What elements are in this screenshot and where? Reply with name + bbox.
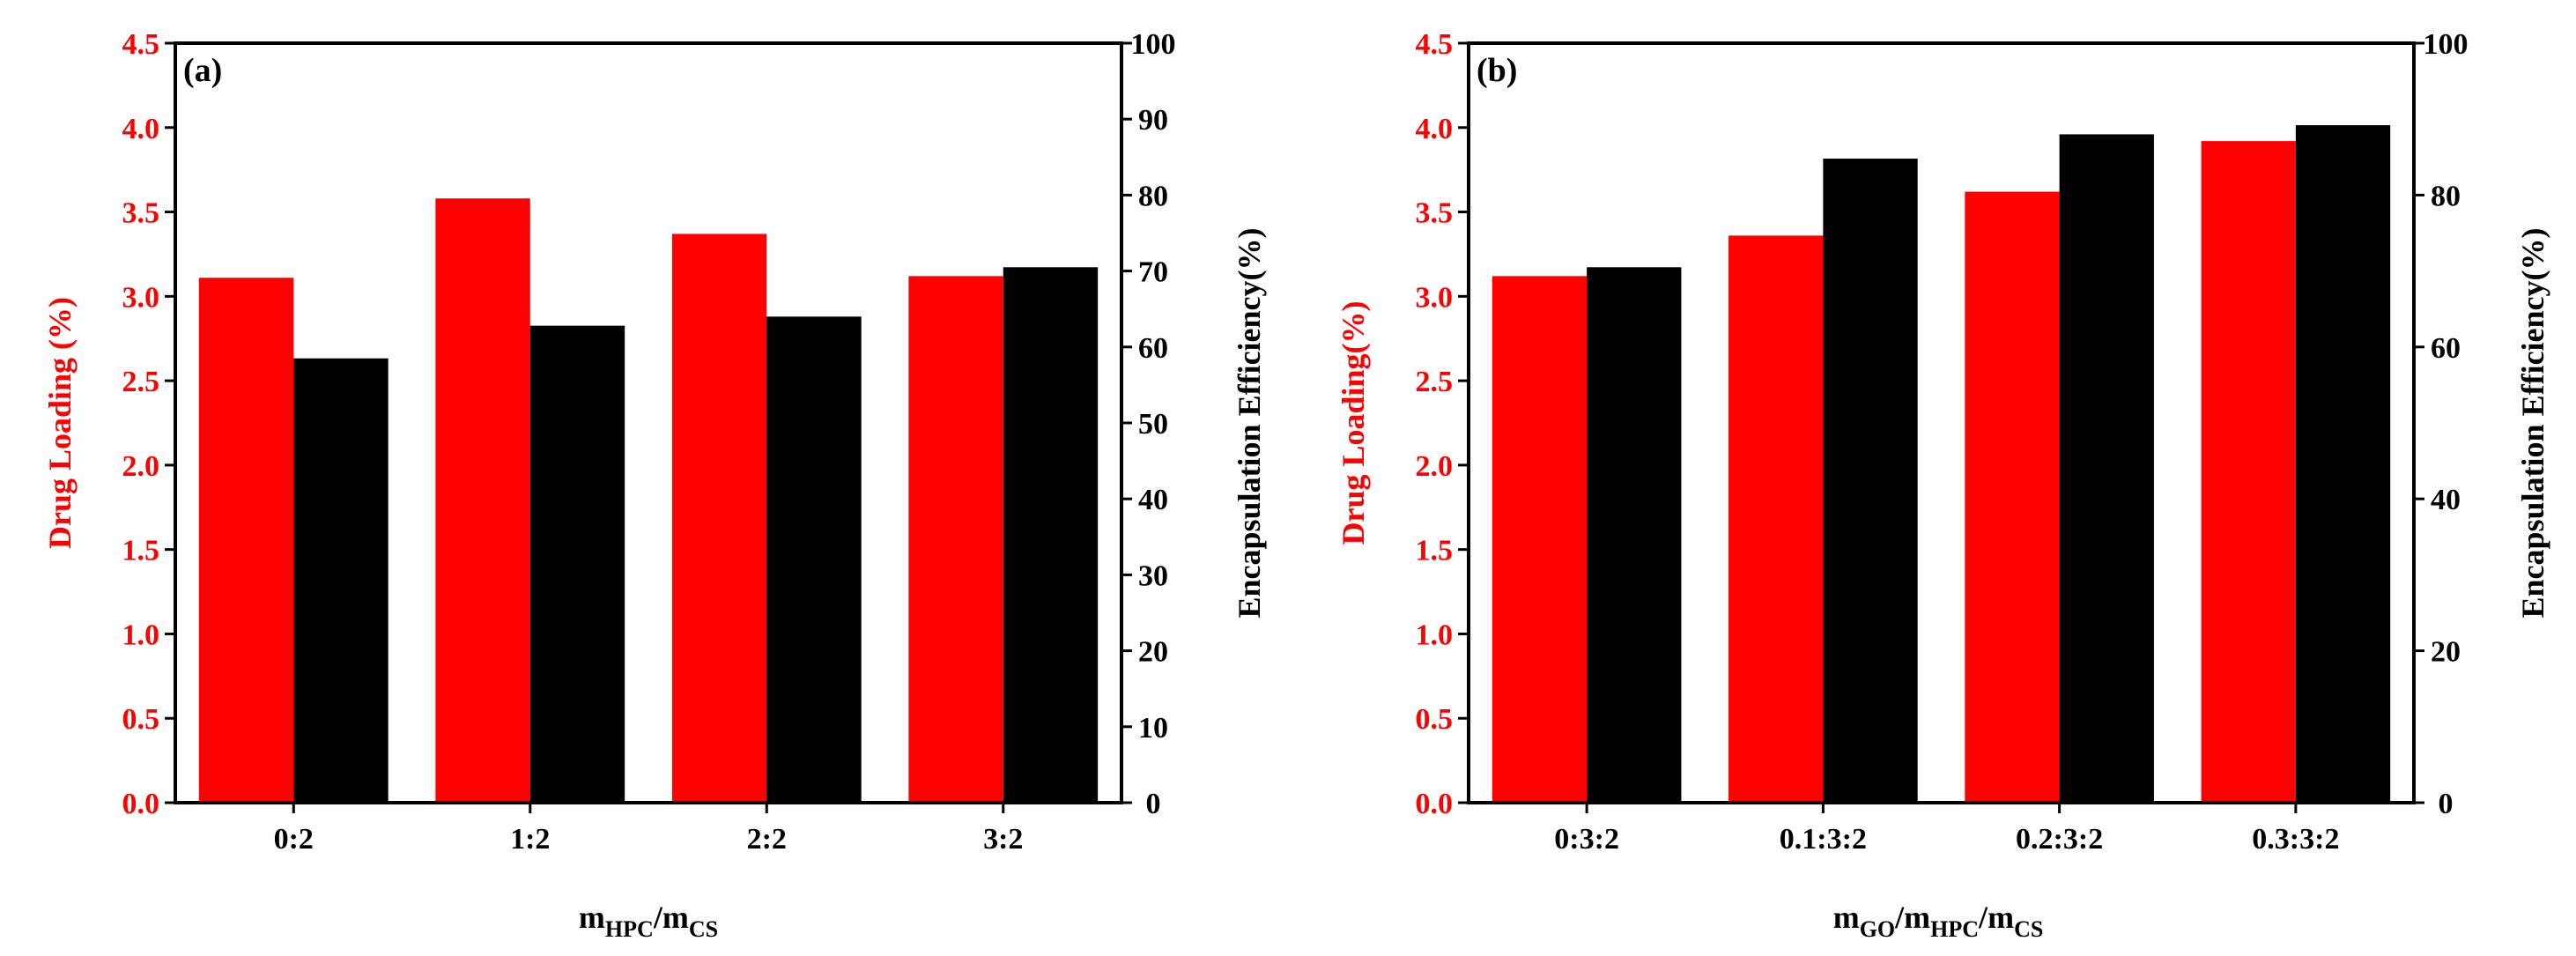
bar-group-b — [1492, 125, 2391, 804]
y-left-tick-label-b-7: 3.5 — [1416, 197, 1454, 230]
x-tick-label-a-0: 0:2 — [274, 823, 314, 856]
bar-encapsulation-a-1 — [529, 325, 625, 803]
bar-drug-loading-b-3 — [2201, 141, 2296, 803]
y-left-tick-label-a-6: 3.0 — [122, 281, 160, 314]
y-right-tick-label-a-0: 0 — [1146, 788, 1161, 820]
bar-encapsulation-b-1 — [1823, 159, 1918, 804]
y-right-tick-label-a-4: 40 — [1138, 484, 1168, 516]
panel-label-a: (a) — [183, 52, 222, 89]
x-tick-label-b-1: 0.1:3:2 — [1780, 823, 1867, 856]
y-axis-right-title-b: Encapsulation Efficiency(%) — [2515, 227, 2550, 618]
y-axis-left-title-a: Drug Loading (%) — [42, 297, 78, 549]
y-right-tick-label-a-3: 30 — [1138, 560, 1168, 592]
y-left-tick-label-a-4: 2.0 — [122, 450, 160, 483]
bar-drug-loading-a-0 — [198, 278, 294, 803]
x-axis-ticks-a: 0:2 1:2 2:2 3:2 — [274, 803, 1023, 856]
y-right-tick-label-b-1: 20 — [2431, 636, 2461, 669]
plot-frame-b — [1467, 41, 2416, 804]
right-axis-ticks-a: 0 10 20 30 40 50 60 70 80 90 100 — [1121, 28, 1176, 820]
x-tick-label-b-0: 0:3:2 — [1554, 823, 1619, 856]
x-axis-title-b: mGO/mHPC/mCS — [1833, 900, 2044, 942]
y-right-tick-label-a-6: 60 — [1138, 332, 1168, 365]
y-left-tick-label-a-2: 1.0 — [122, 619, 160, 651]
y-left-tick-label-b-1: 0.5 — [1416, 703, 1454, 736]
y-left-tick-label-a-1: 0.5 — [122, 703, 160, 736]
bar-drug-loading-a-1 — [435, 198, 530, 804]
y-right-tick-label-a-2: 20 — [1138, 636, 1168, 669]
bar-drug-loading-b-1 — [1728, 235, 1824, 804]
y-left-tick-label-b-0: 0.0 — [1416, 788, 1454, 820]
bar-encapsulation-a-3 — [1003, 267, 1099, 803]
bar-group-a — [198, 198, 1099, 804]
y-left-tick-label-a-5: 2.5 — [122, 366, 160, 398]
x-tick-label-a-3: 3:2 — [983, 823, 1023, 856]
y-right-tick-label-a-10: 100 — [1131, 28, 1176, 61]
x-axis-title-a: mHPC/mCS — [579, 900, 718, 942]
y-right-tick-label-a-9: 90 — [1138, 104, 1168, 137]
bar-drug-loading-b-2 — [1965, 191, 2060, 803]
y-right-tick-label-b-5: 100 — [2424, 28, 2469, 61]
chart-panel-a: 0.0 0.5 1.0 1.5 2.0 2.5 3.0 3.5 4.0 4.5 0 10 20 30 40… — [42, 28, 1267, 942]
bar-drug-loading-a-2 — [671, 233, 767, 803]
bar-encapsulation-b-0 — [1587, 267, 1682, 803]
y-left-tick-label-a-0: 0.0 — [122, 788, 160, 820]
y-left-tick-label-b-6: 3.0 — [1416, 281, 1454, 314]
bar-encapsulation-b-3 — [2295, 125, 2391, 803]
y-right-tick-label-a-8: 80 — [1138, 180, 1168, 212]
right-axis-ticks-b: 0 20 40 60 80 100 — [2414, 28, 2469, 820]
y-right-tick-label-b-3: 60 — [2431, 332, 2461, 365]
y-axis-right-title-a: Encapsulation Efficiency(%) — [1232, 227, 1267, 618]
bar-drug-loading-b-0 — [1492, 276, 1588, 803]
bar-encapsulation-a-2 — [766, 316, 862, 803]
y-right-tick-label-a-1: 10 — [1138, 712, 1168, 745]
y-right-tick-label-b-2: 40 — [2431, 484, 2461, 516]
y-axis-left-title-b: Drug Loading(%) — [1336, 300, 1371, 545]
x-tick-label-a-2: 2:2 — [747, 823, 787, 856]
y-left-tick-label-b-2: 1.0 — [1416, 619, 1454, 651]
y-left-tick-label-a-9: 4.5 — [122, 28, 160, 61]
left-axis-ticks-b: 0.0 0.5 1.0 1.5 2.0 2.5 3.0 3.5 4.0 4.5 — [1416, 28, 1469, 820]
y-left-tick-label-b-3: 1.5 — [1416, 535, 1454, 567]
x-tick-label-a-1: 1:2 — [510, 823, 550, 856]
y-right-tick-label-b-0: 0 — [2439, 788, 2454, 820]
y-right-tick-label-b-4: 80 — [2431, 180, 2461, 212]
y-right-tick-label-a-5: 50 — [1138, 408, 1168, 441]
y-left-tick-label-b-8: 4.0 — [1416, 113, 1454, 145]
y-left-tick-label-a-7: 3.5 — [122, 197, 160, 230]
y-right-tick-label-a-7: 70 — [1138, 256, 1168, 289]
chart-panel-b: 0.0 0.5 1.0 1.5 2.0 2.5 3.0 3.5 4.0 4.5 0 20 40 60 80… — [1336, 28, 2550, 942]
panel-label-b: (b) — [1477, 52, 1517, 89]
y-left-tick-label-a-3: 1.5 — [122, 535, 160, 567]
left-axis-ticks-a: 0.0 0.5 1.0 1.5 2.0 2.5 3.0 3.5 4.0 4.5 — [122, 28, 175, 820]
bar-encapsulation-b-2 — [2059, 134, 2154, 803]
y-left-tick-label-b-4: 2.0 — [1416, 450, 1454, 483]
y-left-tick-label-a-8: 4.0 — [122, 113, 160, 145]
bar-drug-loading-a-3 — [908, 276, 1003, 803]
y-left-tick-label-b-5: 2.5 — [1416, 366, 1454, 398]
bar-encapsulation-a-0 — [293, 358, 389, 803]
x-axis-ticks-b: 0:3:2 0.1:3:2 0.2:3:2 0.3:3:2 — [1554, 803, 2339, 856]
x-tick-label-b-3: 0.3:3:2 — [2252, 823, 2339, 856]
y-left-tick-label-b-9: 4.5 — [1416, 28, 1454, 61]
x-tick-label-b-2: 0.2:3:2 — [2016, 823, 2103, 856]
